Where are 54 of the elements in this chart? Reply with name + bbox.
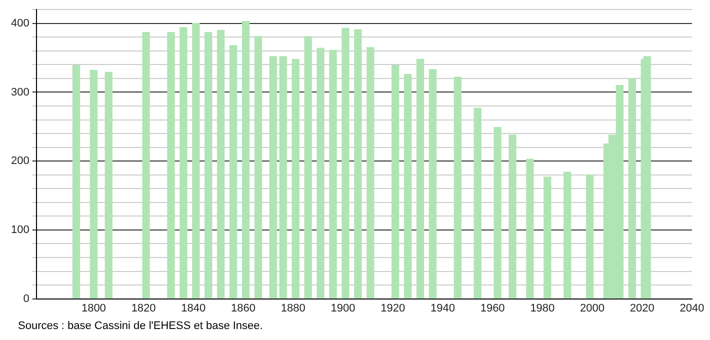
bar (416, 58, 424, 299)
bar (329, 50, 337, 299)
x-tick-label: 1880 (280, 302, 306, 314)
bar (167, 32, 175, 299)
bar (564, 172, 572, 299)
bar (392, 65, 400, 299)
bar (90, 70, 98, 299)
x-tick-label: 1820 (131, 302, 156, 314)
bar (142, 32, 150, 299)
bar (494, 127, 502, 299)
x-tick-label: 1860 (231, 302, 256, 314)
x-tick-label: 1800 (81, 302, 106, 314)
source-note: Sources : base Cassini de l'EHESS et base Insee. (18, 320, 263, 332)
x-tick-label: 1900 (330, 302, 356, 314)
bar (229, 45, 238, 299)
bar (180, 27, 188, 299)
x-tick-label: 1840 (181, 302, 206, 314)
bar (304, 36, 312, 299)
bar (192, 23, 200, 299)
y-tick-label: 100 (10, 224, 30, 236)
bar (242, 20, 250, 299)
bar (217, 30, 225, 299)
bar (366, 47, 374, 299)
bar (428, 69, 437, 299)
y-tick-label: 200 (10, 155, 30, 168)
bar (404, 74, 412, 299)
bar (292, 58, 300, 299)
bar (628, 78, 636, 299)
x-tick-label: 2000 (580, 302, 605, 314)
x-tick-label: 2040 (680, 302, 704, 314)
y-tick-label: 300 (10, 86, 30, 98)
bar (354, 29, 362, 299)
bar (640, 58, 648, 299)
bar (508, 134, 516, 299)
x-tick-label: 2020 (630, 302, 654, 314)
bar (474, 108, 482, 299)
bar (526, 158, 534, 299)
bar (316, 48, 324, 299)
bar (586, 174, 594, 299)
bar (204, 32, 212, 299)
bar (454, 76, 462, 299)
x-tick-label: 1920 (380, 302, 406, 314)
bar (279, 56, 287, 299)
y-tick-label: 0 (23, 292, 30, 305)
y-tick-label: 400 (10, 17, 30, 30)
bar (254, 36, 262, 299)
bar (72, 65, 80, 299)
x-tick-label: 1980 (530, 302, 555, 314)
x-tick-label: 1960 (480, 302, 505, 314)
bar (104, 72, 112, 299)
x-tick-label: 1940 (430, 302, 455, 314)
bar (544, 176, 552, 299)
bar (342, 28, 350, 299)
bar (269, 56, 278, 299)
